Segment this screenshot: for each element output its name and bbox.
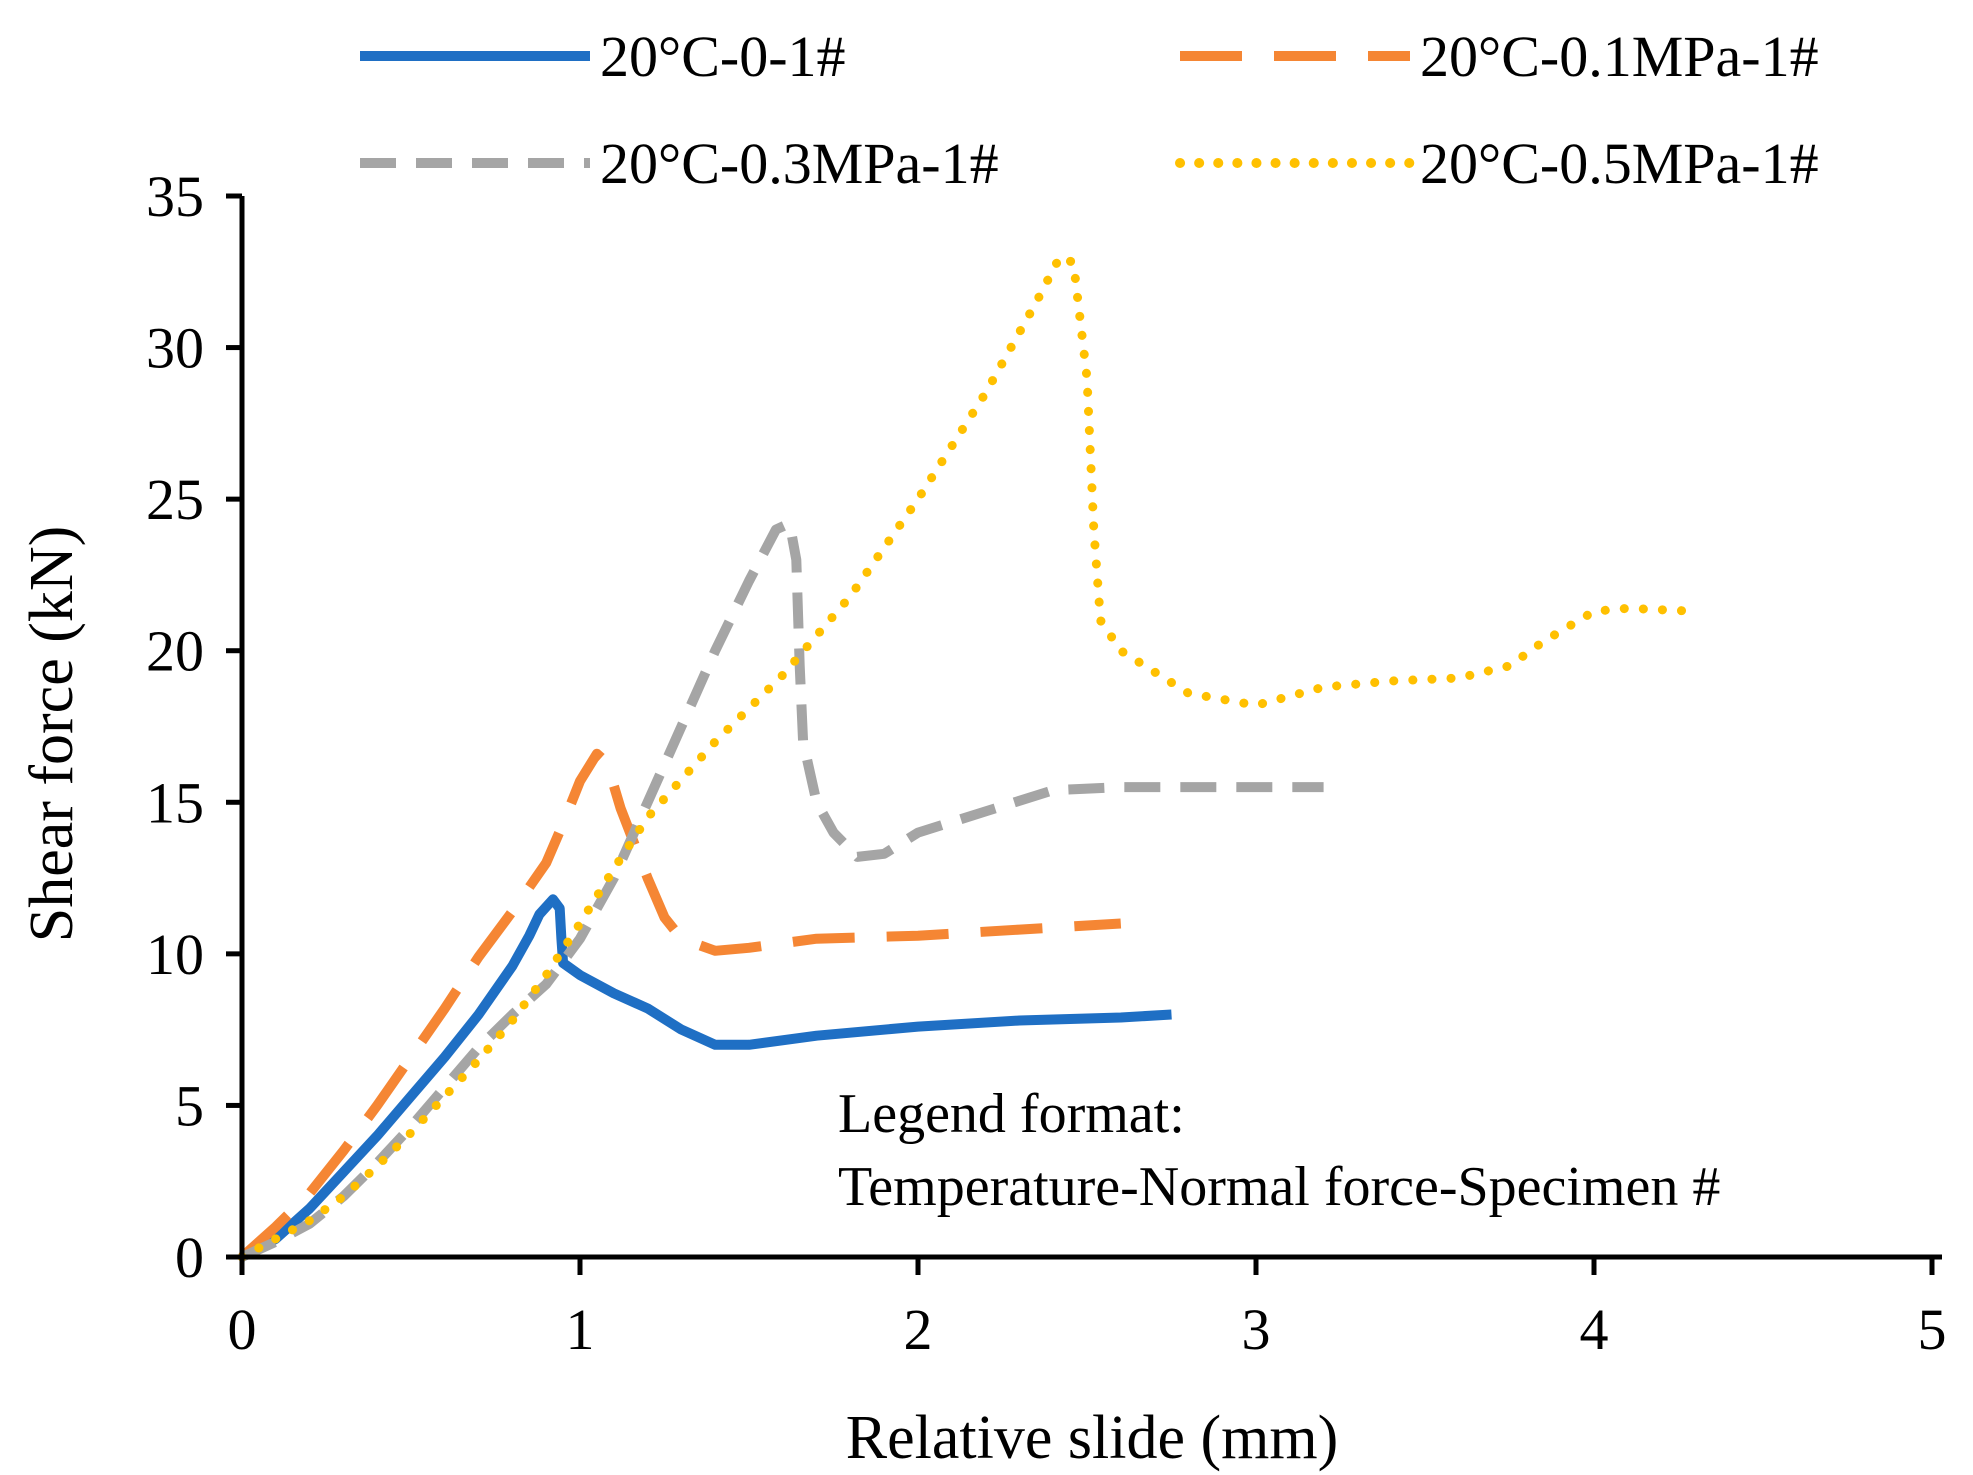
- legend-label-1: 20°C-0.1MPa-1#: [1420, 24, 1819, 89]
- y-axis-title: Shear force (kN): [18, 526, 86, 943]
- x-tick-label: 3: [1242, 1297, 1271, 1362]
- legend-format-note-line-1: Legend format:: [838, 1083, 1185, 1145]
- y-tick-label: 15: [146, 770, 204, 835]
- y-tick-label: 20: [146, 619, 204, 684]
- y-tick-label: 10: [146, 922, 204, 987]
- x-tick-label: 4: [1580, 1297, 1609, 1362]
- series-line-2: [239, 518, 1324, 1262]
- legend-label-3: 20°C-0.5MPa-1#: [1420, 131, 1819, 196]
- series-layer: [237, 252, 1700, 1262]
- x-tick-label: 5: [1918, 1297, 1947, 1362]
- series-line-3: [237, 252, 1700, 1262]
- legend-label-2: 20°C-0.3MPa-1#: [600, 131, 999, 196]
- y-tick-label: 0: [175, 1225, 204, 1290]
- y-tick-label: 35: [146, 164, 204, 229]
- series-line-1: [238, 748, 1122, 1261]
- legend-format-note-line-2: Temperature-Normal force-Specimen #: [838, 1156, 1720, 1218]
- y-ticks: 0 5 10 15 20 25 30 35: [146, 164, 242, 1290]
- x-tick-label: 2: [904, 1297, 933, 1362]
- x-tick-label: 1: [566, 1297, 595, 1362]
- y-tick-label: 30: [146, 316, 204, 381]
- legend-label-0: 20°C-0-1#: [600, 24, 846, 89]
- x-axis-title: Relative slide (mm): [846, 1404, 1338, 1472]
- legend: 20°C-0-1# 20°C-0.1MPa-1# 20°C-0.3MPa-1# …: [360, 24, 1819, 196]
- x-tick-label: 0: [228, 1297, 257, 1362]
- y-tick-label: 5: [175, 1073, 204, 1138]
- series-line-0: [239, 894, 1172, 1262]
- x-ticks: 0 1 2 3 4 5: [228, 1257, 1947, 1362]
- y-tick-label: 25: [146, 467, 204, 532]
